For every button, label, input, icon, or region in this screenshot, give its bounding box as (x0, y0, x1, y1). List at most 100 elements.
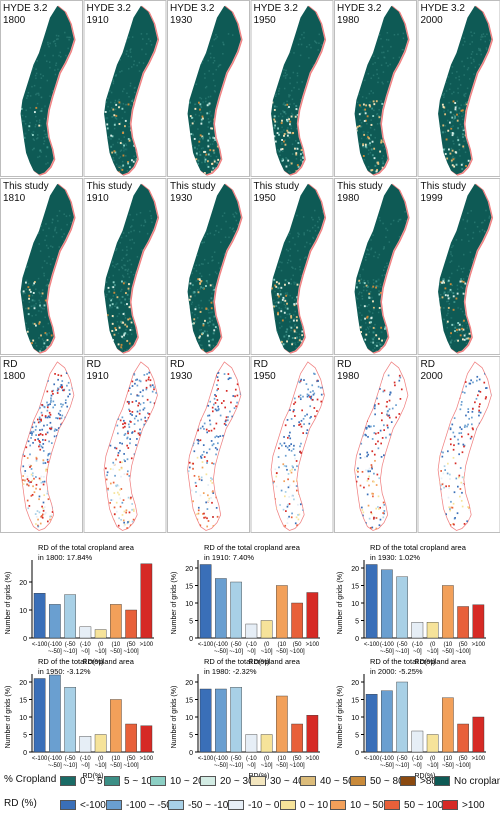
rd-legend-title: RD (%) (4, 798, 37, 809)
legend-item: 10 ~ 50 (330, 798, 384, 812)
y-axis-label: Number of grids (%) (5, 572, 12, 635)
x-tick-label: (10 (444, 642, 453, 648)
bar (426, 734, 439, 753)
x-tick-label: ~100] (290, 763, 306, 769)
bar (230, 687, 242, 753)
y-tick-label: 0 (189, 636, 193, 643)
sweden-outline (354, 361, 409, 531)
bar (230, 581, 242, 639)
x-tick-label: ~10] (427, 763, 439, 769)
legend-label: 10 ~ 20 (170, 775, 204, 787)
x-axis-label: RD(%) (83, 659, 104, 666)
chart-subtitle: in 1910: 7.40% (204, 553, 254, 562)
panel-label-year: 1980 (337, 193, 360, 204)
bar (94, 629, 107, 639)
y-axis-label: Number of grids (%) (171, 572, 178, 635)
bar (79, 626, 92, 639)
panel-label-year: 1910 (87, 371, 110, 382)
x-tick-label: ~-10] (229, 763, 243, 769)
bar (64, 687, 76, 753)
x-tick-label: (-100 (380, 642, 395, 648)
bar (140, 725, 153, 753)
bar (140, 563, 153, 639)
legend-label: -10 ~ 0 (248, 799, 280, 811)
x-tick-label: (-50 (397, 756, 408, 762)
bar (260, 620, 273, 639)
legend-item: 0 ~ 5 (60, 774, 103, 788)
x-tick-label: ~-50] (214, 763, 228, 769)
bar (125, 723, 137, 753)
legend-swatch (168, 800, 184, 810)
legend-label: -50 ~ -10 (188, 799, 229, 811)
panel-label-year: 1910 (87, 193, 110, 204)
x-tick-label: ~50] (110, 763, 122, 769)
legend-label: No cropland (454, 775, 500, 787)
legend-label: >100 (462, 799, 485, 811)
x-tick-label: (-10 (412, 756, 423, 762)
x-tick-label: ~-10] (63, 649, 77, 655)
x-tick-label: ~50] (276, 763, 288, 769)
bar (365, 694, 378, 753)
legend-swatch (350, 776, 366, 786)
panel-label-year: 1930 (170, 193, 193, 204)
y-tick-label: 5 (23, 733, 27, 740)
x-tick-label: (50 (127, 756, 136, 762)
panel-label-source: HYDE 3.2 (337, 3, 382, 14)
x-tick-label: >100 (306, 756, 320, 762)
x-tick-label: <-100 (198, 642, 214, 648)
legend-swatch (250, 776, 266, 786)
legend-label: 0 ~ 10 (300, 799, 329, 811)
panel-label-source: HYDE 3.2 (170, 3, 215, 14)
legend-label: 0 ~ 5 (80, 775, 103, 787)
x-tick-label: <-100 (364, 642, 380, 648)
x-tick-label: (10 (112, 756, 121, 762)
x-tick-label: >100 (306, 642, 320, 648)
chart-title: RD of the total cropland area (38, 657, 135, 666)
panel-label-source: This study (421, 181, 467, 192)
legend-item: No cropland (434, 774, 500, 788)
x-tick-label: (-100 (380, 756, 395, 762)
legend-swatch (442, 800, 458, 810)
rd-histogram-2000: 0 5 10 15 20 <-100 (-100 ~-50] (-50 ~-10] (-10 ~0](… (334, 652, 494, 780)
sweden-outline (270, 361, 325, 531)
panel-label-year: 1980 (337, 371, 360, 382)
legend-swatch (106, 800, 122, 810)
y-axis-label: Number of grids (%) (337, 572, 344, 635)
x-tick-label: (50 (459, 642, 468, 648)
legend-swatch (384, 800, 400, 810)
bar (215, 688, 227, 753)
x-tick-label: (50 (293, 642, 302, 648)
rd-histogram-1930: 0 5 10 15 20 <-100 (-100 ~-50] (-50 ~-10] (-10 ~0] (… (334, 538, 494, 666)
x-tick-label: (-50 (231, 642, 242, 648)
bar (411, 730, 424, 753)
y-tick-label: 10 (351, 715, 359, 722)
legend-swatch (400, 776, 416, 786)
legend-item: 10 ~ 20 (150, 774, 204, 788)
x-tick-label: (50 (459, 756, 468, 762)
bar (442, 697, 454, 753)
bar (276, 585, 288, 639)
bar (381, 569, 393, 639)
chart-title: RD of the total cropland area (204, 543, 301, 552)
x-tick-label: (-10 (246, 642, 257, 648)
x-tick-label: ~-50] (380, 649, 394, 655)
x-tick-label: (0 (98, 642, 104, 648)
bar (442, 585, 454, 639)
y-tick-label: 10 (19, 608, 27, 615)
legend-swatch (104, 776, 120, 786)
panel-label-source: This study (337, 181, 383, 192)
x-tick-label: ~10] (261, 763, 273, 769)
legend-label: >80 (420, 775, 437, 787)
x-tick-label: (-50 (397, 642, 408, 648)
sweden-shape (187, 183, 241, 353)
panel-label-year: 1800 (3, 15, 26, 26)
x-tick-label: ~100] (124, 763, 140, 769)
x-tick-label: (10 (278, 756, 287, 762)
